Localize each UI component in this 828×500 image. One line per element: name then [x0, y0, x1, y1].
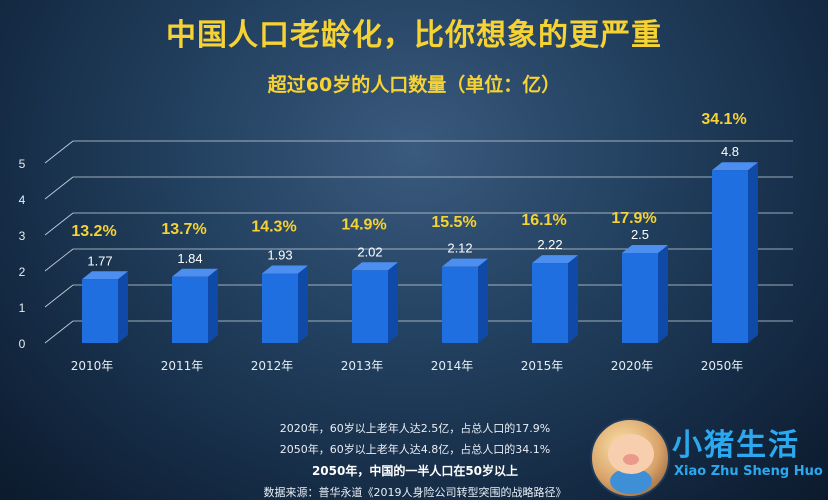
y-tick-label-5: 5	[19, 157, 26, 171]
bar-side-0	[118, 271, 128, 343]
bar-side-1	[208, 268, 218, 343]
x-tick-label-3: 2013年	[341, 359, 384, 373]
bar-top-0	[82, 271, 128, 280]
value-label-6: 2.5	[631, 227, 649, 242]
y-tick-label-0: 0	[19, 337, 26, 351]
y-tick-label-1: 1	[19, 301, 26, 315]
x-tick-label-7: 2050年	[701, 359, 744, 373]
bar-top-2	[262, 265, 308, 274]
bar-4	[442, 266, 478, 343]
bar-side-4	[478, 258, 488, 343]
bar-1	[172, 276, 208, 343]
percent-label-1: 13.7%	[161, 221, 206, 238]
value-label-3: 2.02	[357, 244, 382, 259]
chart-subtitle: 超过60岁的人口数量（单位：亿）	[267, 74, 561, 96]
x-tick-label-5: 2015年	[521, 359, 564, 373]
bar-side-6	[658, 245, 668, 343]
bar-top-3	[352, 262, 398, 271]
logo-name-en: Xiao Zhu Sheng Huo	[674, 464, 823, 479]
bar-0	[82, 279, 118, 343]
pig-mascot-icon	[590, 418, 670, 498]
value-label-4: 2.12	[447, 241, 472, 256]
bar-3	[352, 270, 388, 343]
percent-label-3: 14.9%	[341, 216, 386, 233]
bar-top-4	[442, 258, 488, 267]
x-tick-label-1: 2011年	[161, 359, 204, 373]
y-tick-label-2: 2	[19, 265, 26, 279]
bar-side-7	[748, 162, 758, 343]
percent-label-2: 14.3%	[251, 219, 296, 236]
brand-logo: 小猪生活 Xiao Zhu Sheng Huo	[588, 412, 828, 500]
percent-label-5: 16.1%	[521, 212, 566, 229]
bar-7	[712, 170, 748, 343]
chart-title: 中国人口老龄化，比你想象的更严重	[166, 18, 662, 53]
data-source: 数据来源：普华永道《2019人身险公司转型突围的战略路径》	[263, 486, 567, 499]
x-tick-label-2: 2012年	[251, 359, 294, 373]
value-label-1: 1.84	[177, 251, 202, 266]
y-tick-label-4: 4	[19, 193, 26, 207]
bar-6	[622, 253, 658, 343]
bar-top-7	[712, 162, 758, 171]
percent-label-6: 17.9%	[611, 210, 656, 227]
logo-name-cn: 小猪生活	[672, 428, 800, 463]
x-tick-label-4: 2014年	[431, 359, 474, 373]
gridline-diag-3	[44, 212, 74, 236]
note-2050: 2050年，60岁以上老年人达4.8亿，占总人口的34.1%	[279, 443, 551, 456]
percent-label-7: 34.1%	[701, 111, 746, 128]
bar-top-6	[622, 245, 668, 253]
value-label-2: 1.93	[267, 248, 292, 263]
note-2020: 2020年，60岁以上老年人达2.5亿，占总人口的17.9%	[279, 422, 551, 435]
x-tick-label-0: 2010年	[71, 359, 114, 373]
bar-5	[532, 263, 568, 343]
bar-top-5	[532, 255, 578, 264]
bar-top-1	[172, 268, 218, 277]
bar-2	[262, 273, 298, 343]
note-half-population: 2050年，中国的一半人口在50岁以上	[311, 464, 519, 478]
bar-side-5	[568, 255, 578, 343]
gridline-diag-4	[44, 176, 74, 200]
bar-side-3	[388, 262, 398, 343]
gridline-diag-1	[44, 284, 74, 308]
percent-label-4: 15.5%	[431, 214, 476, 231]
bar-side-2	[298, 265, 308, 343]
gridline-diag-2	[44, 248, 74, 272]
percent-label-0: 13.2%	[71, 223, 116, 240]
value-label-5: 2.22	[537, 237, 562, 252]
gridline-diag-0	[44, 320, 74, 344]
y-tick-label-3: 3	[19, 229, 26, 243]
gridline-diag-5	[44, 140, 74, 164]
value-label-0: 1.77	[87, 253, 112, 268]
x-tick-label-6: 2020年	[611, 359, 654, 373]
value-label-7: 4.8	[721, 144, 739, 159]
